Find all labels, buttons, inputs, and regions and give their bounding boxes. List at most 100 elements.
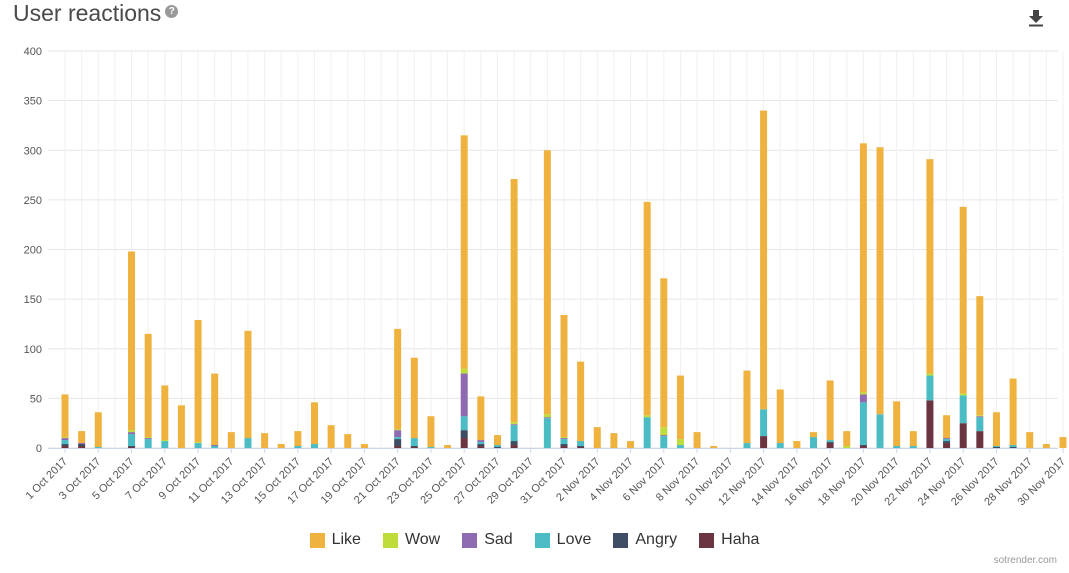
bar-segment-love[interactable] (876, 414, 884, 448)
bar-segment-like[interactable] (710, 446, 718, 448)
bar-segment-like[interactable] (94, 412, 102, 448)
legend-item-wow[interactable]: Wow (382, 531, 440, 549)
bar-segment-angry[interactable] (128, 446, 136, 448)
bar-segment-like[interactable] (277, 444, 285, 448)
bar-segment-love[interactable] (244, 438, 252, 448)
bar-segment-haha[interactable] (394, 446, 402, 448)
bar-segment-like[interactable] (1042, 444, 1050, 448)
bar-segment-angry[interactable] (826, 442, 834, 444)
bar-segment-angry[interactable] (460, 430, 468, 439)
bar-segment-like[interactable] (992, 412, 1000, 447)
bar-segment-like[interactable] (760, 110, 768, 410)
bar-segment-love[interactable] (943, 439, 951, 442)
bar-segment-wow[interactable] (859, 392, 867, 395)
bar-segment-love[interactable] (926, 375, 934, 401)
bar-segment-haha[interactable] (128, 447, 136, 448)
bar-segment-love[interactable] (776, 443, 784, 448)
bar-segment-like[interactable] (1026, 432, 1034, 448)
bar-segment-like[interactable] (194, 319, 202, 443)
bar-segment-wow[interactable] (560, 437, 568, 439)
bar-segment-love[interactable] (61, 440, 69, 445)
bar-segment-wow[interactable] (460, 368, 468, 374)
bar-segment-like[interactable] (360, 444, 368, 448)
bar-segment-love[interactable] (826, 440, 834, 443)
bar-segment-wow[interactable] (144, 437, 152, 439)
bar-segment-haha[interactable] (477, 446, 485, 448)
bar-segment-like[interactable] (893, 401, 901, 447)
bar-segment-love[interactable] (543, 418, 551, 448)
bar-segment-wow[interactable] (959, 393, 967, 396)
bar-segment-angry[interactable] (577, 446, 585, 448)
bar-segment-like[interactable] (144, 333, 152, 438)
bar-segment-like[interactable] (676, 375, 684, 440)
bar-segment-sad[interactable] (560, 438, 568, 440)
bar-segment-like[interactable] (743, 370, 751, 444)
legend-item-sad[interactable]: Sad (462, 531, 513, 549)
bar-segment-sad[interactable] (211, 445, 219, 447)
bar-segment-like[interactable] (976, 296, 984, 416)
bar-segment-love[interactable] (859, 402, 867, 446)
bar-segment-love[interactable] (577, 441, 585, 447)
bar-segment-love[interactable] (760, 409, 768, 437)
bar-segment-like[interactable] (943, 415, 951, 439)
bar-segment-like[interactable] (394, 328, 402, 430)
bar-segment-haha[interactable] (410, 447, 418, 448)
bar-segment-love[interactable] (311, 444, 318, 448)
bar-segment-wow[interactable] (128, 430, 136, 433)
bar-segment-like[interactable] (560, 315, 568, 438)
bar-segment-like[interactable] (959, 206, 967, 394)
bar-segment-haha[interactable] (826, 443, 834, 448)
bar-segment-angry[interactable] (61, 444, 69, 447)
bar-segment-like[interactable] (510, 179, 518, 423)
bar-segment-sad[interactable] (144, 438, 152, 440)
bar-segment-like[interactable] (627, 441, 635, 448)
legend-item-angry[interactable]: Angry (613, 531, 677, 549)
bar-segment-haha[interactable] (943, 443, 951, 448)
bar-segment-sad[interactable] (859, 394, 867, 403)
bar-segment-like[interactable] (926, 159, 934, 374)
bar-segment-love[interactable] (477, 442, 485, 445)
bar-segment-like[interactable] (61, 394, 69, 438)
legend-item-haha[interactable]: Haha (699, 531, 759, 549)
bar-segment-love[interactable] (410, 438, 418, 447)
bar-segment-sad[interactable] (510, 424, 518, 426)
bar-segment-like[interactable] (493, 435, 501, 446)
bar-segment-wow[interactable] (194, 442, 202, 444)
bar-segment-sad[interactable] (460, 373, 468, 417)
bar-segment-like[interactable] (693, 432, 701, 448)
bar-segment-like[interactable] (776, 389, 784, 444)
bar-segment-love[interactable] (909, 446, 917, 448)
bar-segment-angry[interactable] (510, 441, 518, 446)
bar-segment-love[interactable] (510, 425, 518, 442)
bar-segment-wow[interactable] (394, 429, 402, 431)
bar-segment-haha[interactable] (926, 400, 934, 448)
bar-segment-like[interactable] (460, 135, 468, 369)
bar-segment-wow[interactable] (843, 446, 851, 448)
bar-segment-love[interactable] (394, 437, 402, 440)
bar-segment-haha[interactable] (959, 423, 967, 448)
bar-segment-haha[interactable] (78, 446, 86, 448)
bar-segment-like[interactable] (876, 147, 884, 415)
bar-segment-like[interactable] (593, 427, 601, 448)
bar-segment-like[interactable] (826, 380, 834, 441)
bar-segment-haha[interactable] (460, 438, 468, 448)
legend-item-love[interactable]: Love (534, 531, 591, 549)
bar-segment-like[interactable] (793, 441, 801, 448)
bar-segment-like[interactable] (843, 431, 851, 447)
bar-segment-love[interactable] (144, 439, 152, 448)
bar-segment-love[interactable] (194, 443, 202, 448)
bar-segment-sad[interactable] (976, 416, 984, 418)
bar-segment-angry[interactable] (410, 446, 418, 448)
bar-segment-love[interactable] (1009, 445, 1017, 448)
bar-segment-wow[interactable] (161, 440, 169, 442)
bar-segment-angry[interactable] (560, 444, 568, 447)
bar-segment-love[interactable] (959, 395, 967, 424)
bar-segment-haha[interactable] (560, 446, 568, 448)
bar-segment-haha[interactable] (61, 446, 69, 448)
bar-segment-like[interactable] (477, 396, 485, 441)
bar-segment-like[interactable] (610, 433, 618, 448)
bar-segment-like[interactable] (327, 425, 335, 448)
bar-segment-like[interactable] (294, 431, 302, 447)
bar-segment-wow[interactable] (676, 439, 684, 446)
bar-segment-like[interactable] (427, 416, 435, 448)
